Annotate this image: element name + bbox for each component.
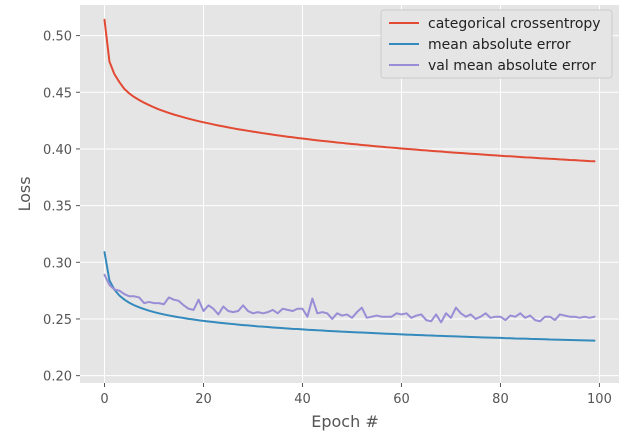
series-line-1 (103, 251, 596, 342)
y-tick-label: 0.25 (43, 313, 72, 328)
y-tick-label: 0.50 (43, 30, 72, 45)
x-axis-ticks: 0 20 40 60 80 100 (100, 383, 612, 407)
y-tick-label: 0.45 (43, 86, 72, 101)
x-tick-label: 80 (492, 392, 509, 407)
series-line-0 (103, 18, 596, 163)
y-axis-ticks: 0.20 0.25 0.30 0.35 0.40 0.45 0.50 (43, 30, 80, 385)
x-tick-label: 60 (393, 392, 410, 407)
x-tick-label: 100 (587, 392, 612, 407)
y-axis-title: Loss (15, 176, 34, 211)
series-line-2 (103, 273, 596, 324)
legend-label: val mean absolute error (428, 58, 596, 74)
y-tick-label: 0.30 (43, 256, 72, 271)
legend-label: mean absolute error (428, 37, 571, 53)
series-lines (103, 18, 596, 342)
y-tick-label: 0.40 (43, 143, 72, 158)
x-axis-title: Epoch # (311, 412, 378, 431)
grid-lines (80, 5, 619, 383)
y-tick-label: 0.20 (43, 370, 72, 385)
x-tick-label: 0 (100, 392, 108, 407)
legend-label: categorical crossentropy (428, 16, 601, 32)
x-tick-label: 20 (195, 392, 212, 407)
legend-box (380, 9, 613, 79)
y-tick-label: 0.35 (43, 200, 72, 215)
legend: categorical crossentropy mean absolute er… (380, 9, 613, 79)
x-tick-label: 40 (294, 392, 311, 407)
